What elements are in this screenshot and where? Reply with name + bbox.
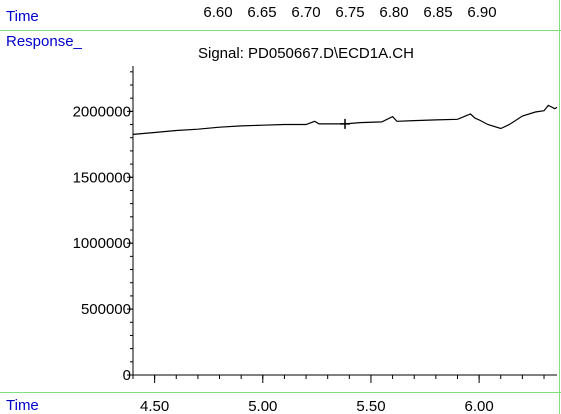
top-axis-tick: 6.90 [467, 4, 497, 21]
bottom-frame-line [0, 392, 561, 393]
y-tick-label: 500000 [81, 301, 131, 318]
right-frame-line [559, 0, 560, 414]
x-tick-label: 5.50 [356, 398, 385, 414]
top-axis-tick: 6.80 [379, 4, 409, 21]
top-axis-tick: 6.65 [247, 4, 277, 21]
y-tick-label: 1000000 [73, 235, 131, 252]
x-tick-label: 5.00 [248, 398, 277, 414]
y-tick-label: 2000000 [73, 103, 131, 120]
y-tick-label: 0 [123, 367, 131, 384]
top-axis-label: Time [6, 8, 39, 25]
x-tick-label: 4.50 [140, 398, 169, 414]
y-tick-label: 1500000 [73, 169, 131, 186]
x-tick-label: 6.00 [465, 398, 494, 414]
top-axis-tick: 6.75 [335, 4, 365, 21]
signal-trace [132, 104, 558, 135]
top-axis-tick: 6.60 [203, 4, 233, 21]
chart-title: Signal: PD050667.D\ECD1A.CH [198, 45, 414, 62]
x-axis-label: Time [6, 397, 39, 414]
top-frame-line [0, 30, 561, 31]
top-axis-tick: 6.70 [291, 4, 321, 21]
top-axis-tick: 6.85 [423, 4, 453, 21]
y-axis-label: Response_ [6, 33, 82, 50]
